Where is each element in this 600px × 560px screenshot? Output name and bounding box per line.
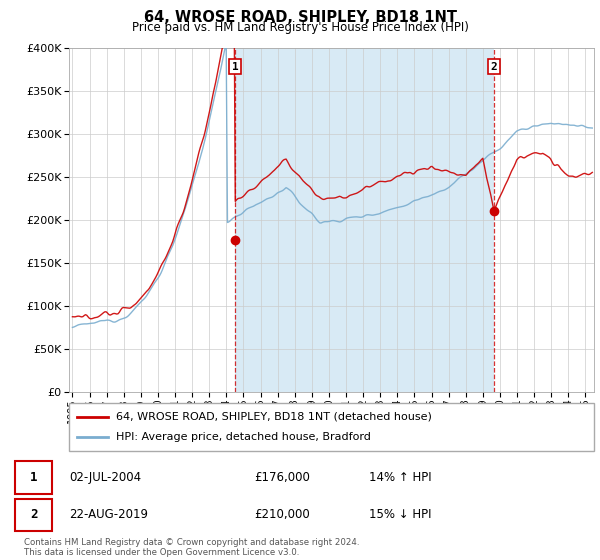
Text: 2: 2 (491, 62, 497, 72)
Text: 1: 1 (232, 62, 238, 72)
Bar (235, 48, 494, 392)
Text: 64, WROSE ROAD, SHIPLEY, BD18 1NT: 64, WROSE ROAD, SHIPLEY, BD18 1NT (143, 10, 457, 25)
Text: 22-AUG-2019: 22-AUG-2019 (70, 508, 149, 521)
Text: Price paid vs. HM Land Registry's House Price Index (HPI): Price paid vs. HM Land Registry's House … (131, 21, 469, 34)
Text: Contains HM Land Registry data © Crown copyright and database right 2024.
This d: Contains HM Land Registry data © Crown c… (24, 538, 359, 557)
Bar (15, 498, 52, 531)
Text: £176,000: £176,000 (254, 471, 310, 484)
Text: 64, WROSE ROAD, SHIPLEY, BD18 1NT (detached house): 64, WROSE ROAD, SHIPLEY, BD18 1NT (detac… (116, 412, 432, 422)
Text: 15% ↓ HPI: 15% ↓ HPI (369, 508, 431, 521)
Text: £210,000: £210,000 (254, 508, 310, 521)
Text: 14% ↑ HPI: 14% ↑ HPI (369, 471, 432, 484)
Text: 02-JUL-2004: 02-JUL-2004 (70, 471, 142, 484)
Text: HPI: Average price, detached house, Bradford: HPI: Average price, detached house, Brad… (116, 432, 371, 442)
Bar (15, 461, 52, 494)
Text: 1: 1 (30, 471, 37, 484)
Text: 2: 2 (30, 508, 37, 521)
